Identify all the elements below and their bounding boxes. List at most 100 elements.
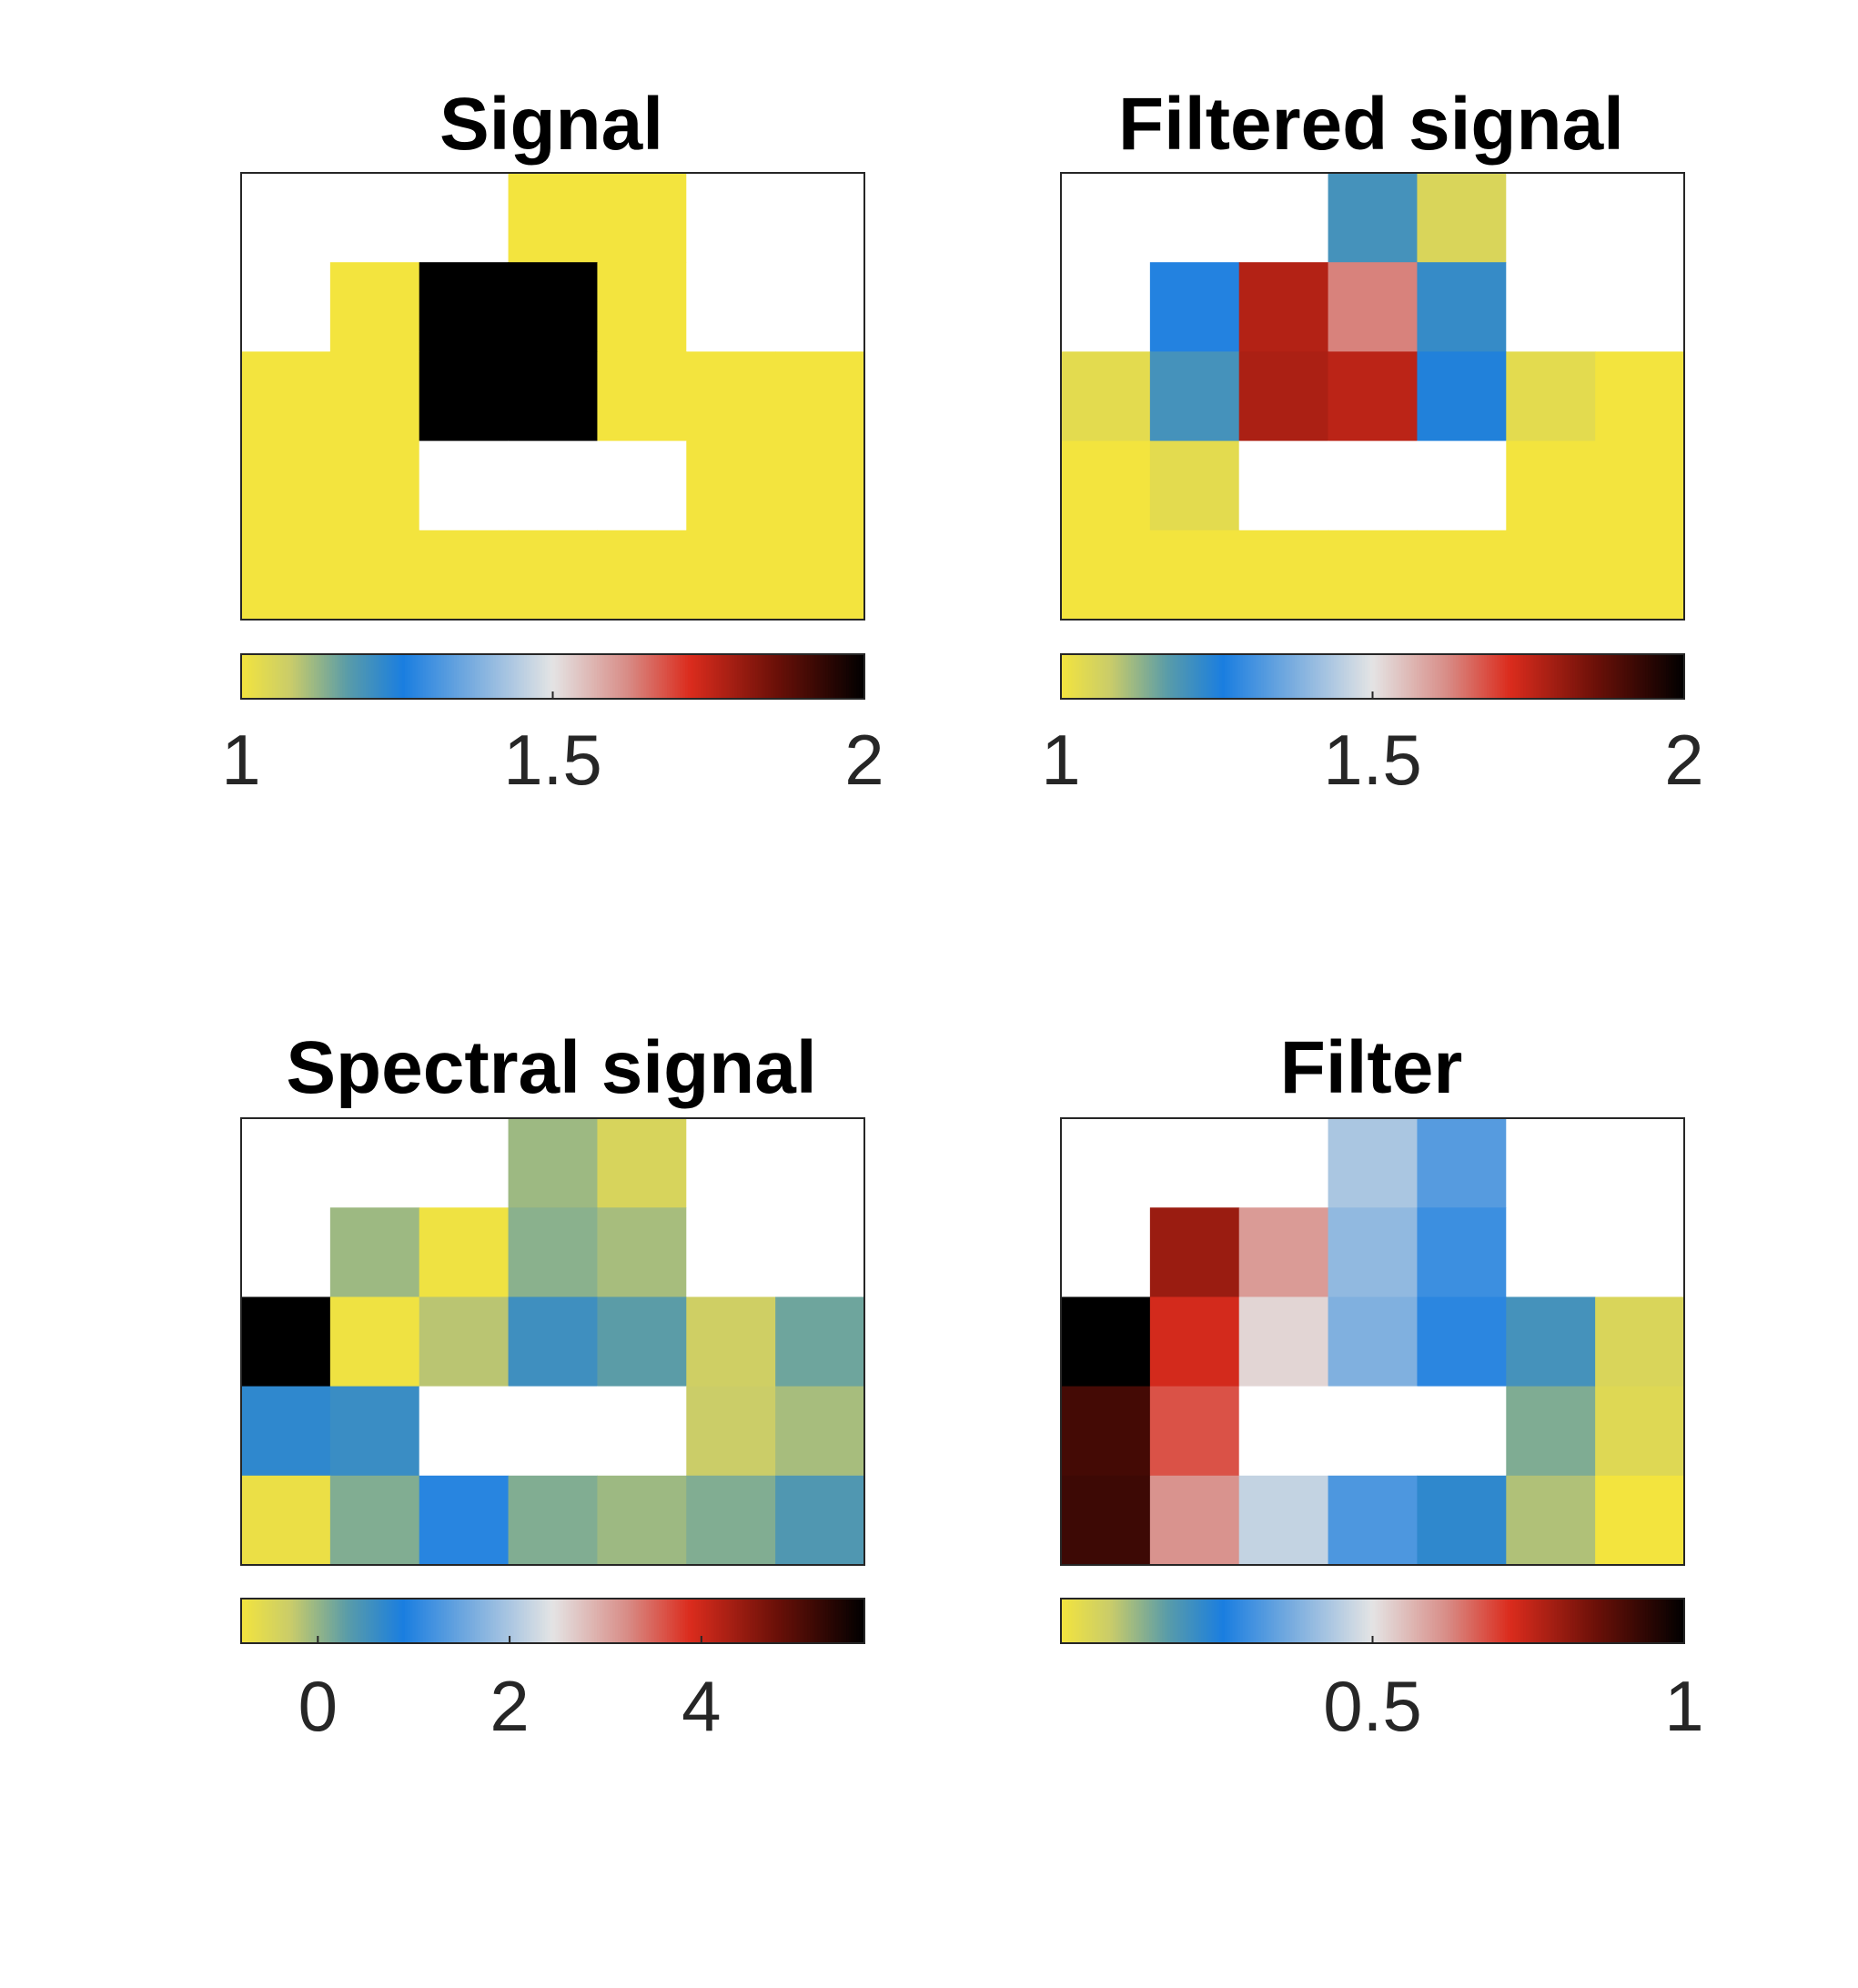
colorbar-segment: [542, 1599, 546, 1643]
colorbar-segment: [1637, 1599, 1641, 1643]
colorbar-segment: [1507, 1599, 1511, 1643]
colorbar-segment: [620, 1599, 624, 1643]
colorbar-segment: [1287, 1599, 1290, 1643]
colorbar-segment: [433, 654, 437, 699]
colorbar-segment: [516, 1599, 520, 1643]
colorbar-segment: [1666, 654, 1670, 699]
colorbar-segment: [1380, 1599, 1384, 1643]
colorbar-segment: [1479, 1599, 1482, 1643]
colorbar-segment: [1061, 1599, 1065, 1643]
colorbar-segment: [825, 654, 829, 699]
colorbar-segment: [498, 1599, 502, 1643]
colorbar-segment: [277, 1599, 281, 1643]
colorbar-segment: [1348, 654, 1353, 699]
colorbar-segment: [1671, 654, 1675, 699]
colorbar-segment: [1096, 1599, 1101, 1643]
colorbar-segment: [508, 1599, 512, 1643]
colorbar-segment: [1362, 1599, 1366, 1643]
colorbar-segment: [1099, 654, 1104, 699]
colorbar-segment: [1609, 654, 1612, 699]
colorbar-segment: [529, 654, 533, 699]
colorbar-segment: [641, 654, 644, 699]
colorbar-segment: [833, 654, 837, 699]
colorbar-segment: [692, 654, 697, 699]
colorbar-segment: [1123, 1599, 1126, 1643]
colorbar-segment: [386, 1599, 390, 1643]
colorbar-segment: [1619, 654, 1623, 699]
colorbar-segment: [1385, 1599, 1389, 1643]
colorbar-segment: [1445, 1599, 1449, 1643]
colorbar-segment: [601, 654, 606, 699]
heatmap-cell: [775, 440, 865, 531]
colorbar-segment: [254, 1599, 257, 1643]
colorbar-segment: [1369, 1599, 1374, 1643]
colorbar-segment: [243, 654, 247, 699]
colorbar-segment: [1390, 1599, 1394, 1643]
colorbar-segment: [659, 654, 662, 699]
heatmap-cell: [1506, 1475, 1596, 1566]
colorbar-segment: [1460, 654, 1464, 699]
colorbar-segment: [1681, 654, 1685, 699]
colorbar-segment: [1359, 1599, 1363, 1643]
colorbar-segment: [1235, 654, 1238, 699]
colorbar-segment: [490, 654, 494, 699]
colorbar-segment: [1658, 1599, 1661, 1643]
colorbar-segment: [316, 654, 320, 699]
colorbar-segment: [1564, 1599, 1569, 1643]
heatmap-cell: [1149, 530, 1240, 621]
colorbar-segment: [1219, 1599, 1223, 1643]
colorbar-segment: [407, 1599, 411, 1643]
colorbar-segment: [1661, 654, 1664, 699]
colorbar-segment: [1084, 1599, 1088, 1643]
colorbar-segment: [389, 654, 393, 699]
colorbar-segment: [1071, 1599, 1075, 1643]
colorbar-box: [240, 1598, 865, 1644]
colorbar-segment: [1136, 1599, 1140, 1643]
colorbar-segment: [1278, 1599, 1283, 1643]
colorbar-segment: [583, 1599, 588, 1643]
colorbar-segment: [1681, 1599, 1685, 1643]
colorbar-segment: [835, 654, 840, 699]
colorbar-segment: [1165, 1599, 1168, 1643]
colorbar-segment: [1645, 1599, 1649, 1643]
colorbar-segment: [1266, 1599, 1269, 1643]
heatmap-cell: [508, 530, 599, 621]
colorbar-segment: [485, 1599, 489, 1643]
colorbar-segment: [1621, 1599, 1625, 1643]
colorbar-segment: [1146, 1599, 1150, 1643]
colorbar-segment: [1117, 1599, 1122, 1643]
colorbar-segment: [1601, 1599, 1605, 1643]
heatmap-cell: [1061, 1386, 1151, 1477]
colorbar-segment: [327, 1599, 330, 1643]
colorbar-tick-label: 2: [844, 720, 884, 800]
colorbar-segment: [318, 1599, 323, 1643]
colorbar-segment: [1245, 1599, 1249, 1643]
colorbar-segment: [1156, 654, 1161, 699]
heatmap-cell: [1149, 1207, 1240, 1297]
colorbar-segment: [576, 654, 580, 699]
colorbar-segment: [775, 654, 780, 699]
colorbar-segment: [615, 1599, 619, 1643]
colorbar-segment: [1572, 654, 1576, 699]
colorbar-segment: [1221, 654, 1226, 699]
heatmap-cell: [775, 1207, 865, 1297]
heatmap-cell: [775, 1118, 865, 1208]
colorbar-segment: [1239, 1599, 1244, 1643]
colorbar-segment: [807, 654, 811, 699]
colorbar-segment: [1217, 1599, 1220, 1643]
colorbar-segment: [1224, 1599, 1228, 1643]
colorbar-segment: [1372, 1599, 1376, 1643]
colorbar-segment: [783, 1599, 787, 1643]
colorbar-segment: [594, 1599, 598, 1643]
heatmap-cell: [686, 1118, 776, 1208]
colorbar-segment: [1131, 1599, 1135, 1643]
colorbar-segment: [1242, 1599, 1247, 1643]
colorbar-segment: [685, 1599, 689, 1643]
colorbar-segment: [1525, 654, 1530, 699]
colorbar-segment: [1151, 654, 1156, 699]
colorbar-segment: [383, 1599, 388, 1643]
colorbar-segment: [503, 1599, 507, 1643]
colorbar-segment: [1364, 654, 1368, 699]
colorbar-segment: [311, 654, 315, 699]
colorbar-segment: [1227, 1599, 1231, 1643]
